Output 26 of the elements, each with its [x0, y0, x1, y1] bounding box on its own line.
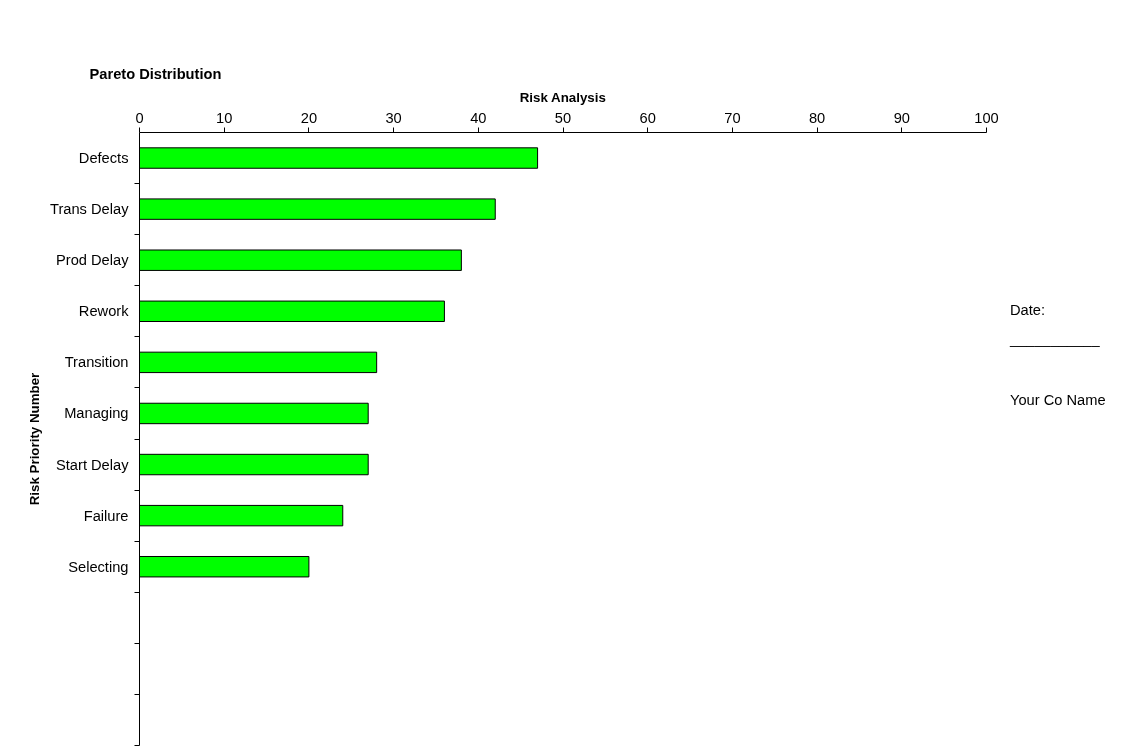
x-tick-label: 100: [974, 109, 999, 126]
x-tick-label: 90: [893, 109, 910, 126]
y-tick-label: Rework: [78, 303, 130, 320]
x-tick-label: 0: [135, 109, 144, 126]
x-tick-label: 30: [385, 109, 402, 126]
y-tick-label: Prod Delay: [56, 252, 130, 269]
x-tick-label: 40: [470, 109, 487, 126]
y-tick-label: Defects: [78, 150, 129, 167]
y-tick-label: Start Delay: [56, 456, 130, 473]
x-tick-label: 70: [724, 109, 741, 126]
text: ___________: [1010, 329, 1100, 349]
chart-title: Pareto Distribution: [89, 65, 222, 82]
x-tick-label: 20: [300, 109, 318, 126]
x-axis-title: Risk Analysis: [519, 89, 606, 105]
x-tick-label: 10: [216, 109, 233, 126]
x-tick-label: 60: [639, 109, 656, 126]
y-tick-label: Trans Delay: [50, 201, 130, 218]
y-tick-label: Transition: [64, 354, 129, 371]
y-axis-title: Risk Priority Number: [27, 372, 43, 506]
y-tick-label: Selecting: [68, 558, 129, 575]
y-tick-label: Managing: [64, 405, 129, 422]
x-tick-label: 80: [808, 109, 826, 126]
text: Date:: [1010, 301, 1046, 320]
x-tick-label: 50: [554, 109, 572, 126]
text: Your Co Name: [1010, 390, 1106, 410]
y-tick-label: Failure: [83, 507, 129, 524]
